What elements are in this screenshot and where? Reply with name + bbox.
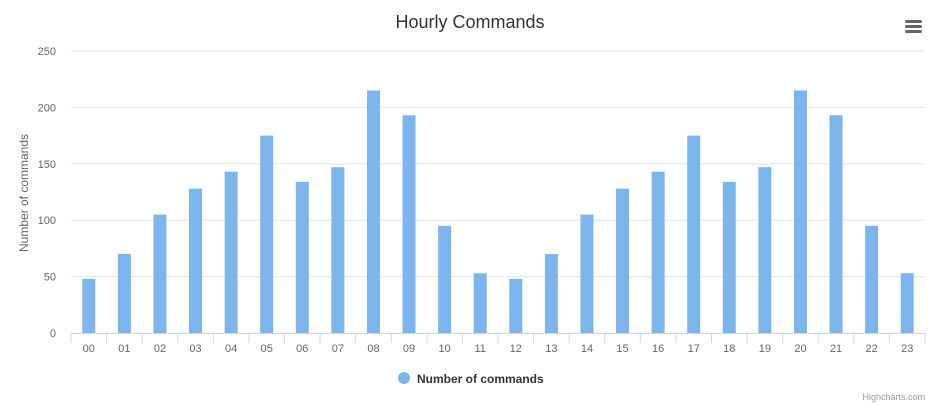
x-tick-label: 23 bbox=[901, 343, 913, 355]
y-tick-label: 200 bbox=[38, 102, 56, 114]
gridlines bbox=[71, 50, 925, 278]
legend-label: Number of commands bbox=[417, 372, 544, 386]
y-tick-label: 100 bbox=[38, 215, 56, 227]
hamburger-menu-icon bbox=[905, 20, 922, 33]
bar-13[interactable] bbox=[544, 254, 558, 333]
bar-11[interactable] bbox=[473, 273, 487, 333]
x-tick-label: 02 bbox=[154, 343, 166, 355]
bar-20[interactable] bbox=[793, 90, 807, 333]
x-tick-label: 16 bbox=[652, 343, 664, 355]
y-tick-label: 50 bbox=[44, 272, 56, 284]
bar-22[interactable] bbox=[865, 225, 879, 333]
x-tick-label: 10 bbox=[439, 343, 451, 355]
bar-07[interactable] bbox=[331, 167, 345, 333]
x-tick-label: 05 bbox=[261, 343, 273, 355]
bar-21[interactable] bbox=[829, 115, 843, 334]
x-tick-label: 03 bbox=[189, 343, 201, 355]
y-tick-label: 0 bbox=[50, 328, 56, 340]
x-tick-label: 18 bbox=[723, 343, 735, 355]
x-tick-label: 17 bbox=[688, 343, 700, 355]
x-tick-label: 20 bbox=[794, 343, 806, 355]
x-tick-label: 12 bbox=[510, 343, 522, 355]
bar-10[interactable] bbox=[438, 225, 452, 333]
bar-02[interactable] bbox=[153, 214, 167, 333]
x-tick-label: 13 bbox=[545, 343, 557, 355]
y-axis-ticks: 0 50 100 150 200 250 bbox=[38, 46, 56, 340]
x-tick-label: 19 bbox=[759, 343, 771, 355]
bar-00[interactable] bbox=[82, 278, 96, 333]
bar-14[interactable] bbox=[580, 214, 594, 333]
x-tick-label: 09 bbox=[403, 343, 415, 355]
bar-23[interactable] bbox=[900, 273, 914, 333]
bar-05[interactable] bbox=[260, 135, 274, 333]
x-tick-label: 07 bbox=[332, 343, 344, 355]
bar-03[interactable] bbox=[189, 188, 203, 333]
x-tick-label: 14 bbox=[581, 343, 593, 355]
x-tick-label: 22 bbox=[866, 343, 878, 355]
credit-link[interactable]: Highcharts.com bbox=[862, 392, 925, 402]
bar-09[interactable] bbox=[402, 115, 416, 334]
x-tick-label: 04 bbox=[225, 343, 237, 355]
legend-item[interactable]: Number of commands bbox=[398, 372, 544, 386]
x-tick-label: 15 bbox=[616, 343, 628, 355]
y-tick-label: 150 bbox=[38, 159, 56, 171]
legend-marker bbox=[398, 372, 410, 384]
x-tick-label: 11 bbox=[474, 343, 485, 355]
bar-01[interactable] bbox=[117, 254, 131, 333]
bar-12[interactable] bbox=[509, 278, 523, 333]
y-tick-label: 250 bbox=[38, 46, 56, 58]
chart-menu-button[interactable] bbox=[898, 14, 928, 40]
bar-16[interactable] bbox=[651, 171, 665, 333]
x-tick-label: 08 bbox=[367, 343, 379, 355]
x-tick-label: 01 bbox=[118, 343, 130, 355]
x-tick-label: 00 bbox=[83, 343, 95, 355]
y-axis-label: Number of commands bbox=[17, 134, 31, 252]
bar-18[interactable] bbox=[722, 181, 736, 333]
x-axis: 00 01 02 03 04 05 06 07 08 09 10 11 12 13 14 15 16 17 18 19… bbox=[70, 333, 926, 355]
bar-17[interactable] bbox=[687, 135, 701, 333]
bar-06[interactable] bbox=[295, 181, 309, 333]
bar-15[interactable] bbox=[616, 188, 630, 333]
chart-title: Hourly Commands bbox=[395, 12, 544, 32]
bars bbox=[82, 90, 914, 334]
x-tick-label: 06 bbox=[296, 343, 308, 355]
x-tick-label: 21 bbox=[830, 343, 842, 355]
bar-08[interactable] bbox=[366, 90, 380, 333]
bar-04[interactable] bbox=[224, 171, 238, 333]
bar-19[interactable] bbox=[758, 167, 772, 333]
